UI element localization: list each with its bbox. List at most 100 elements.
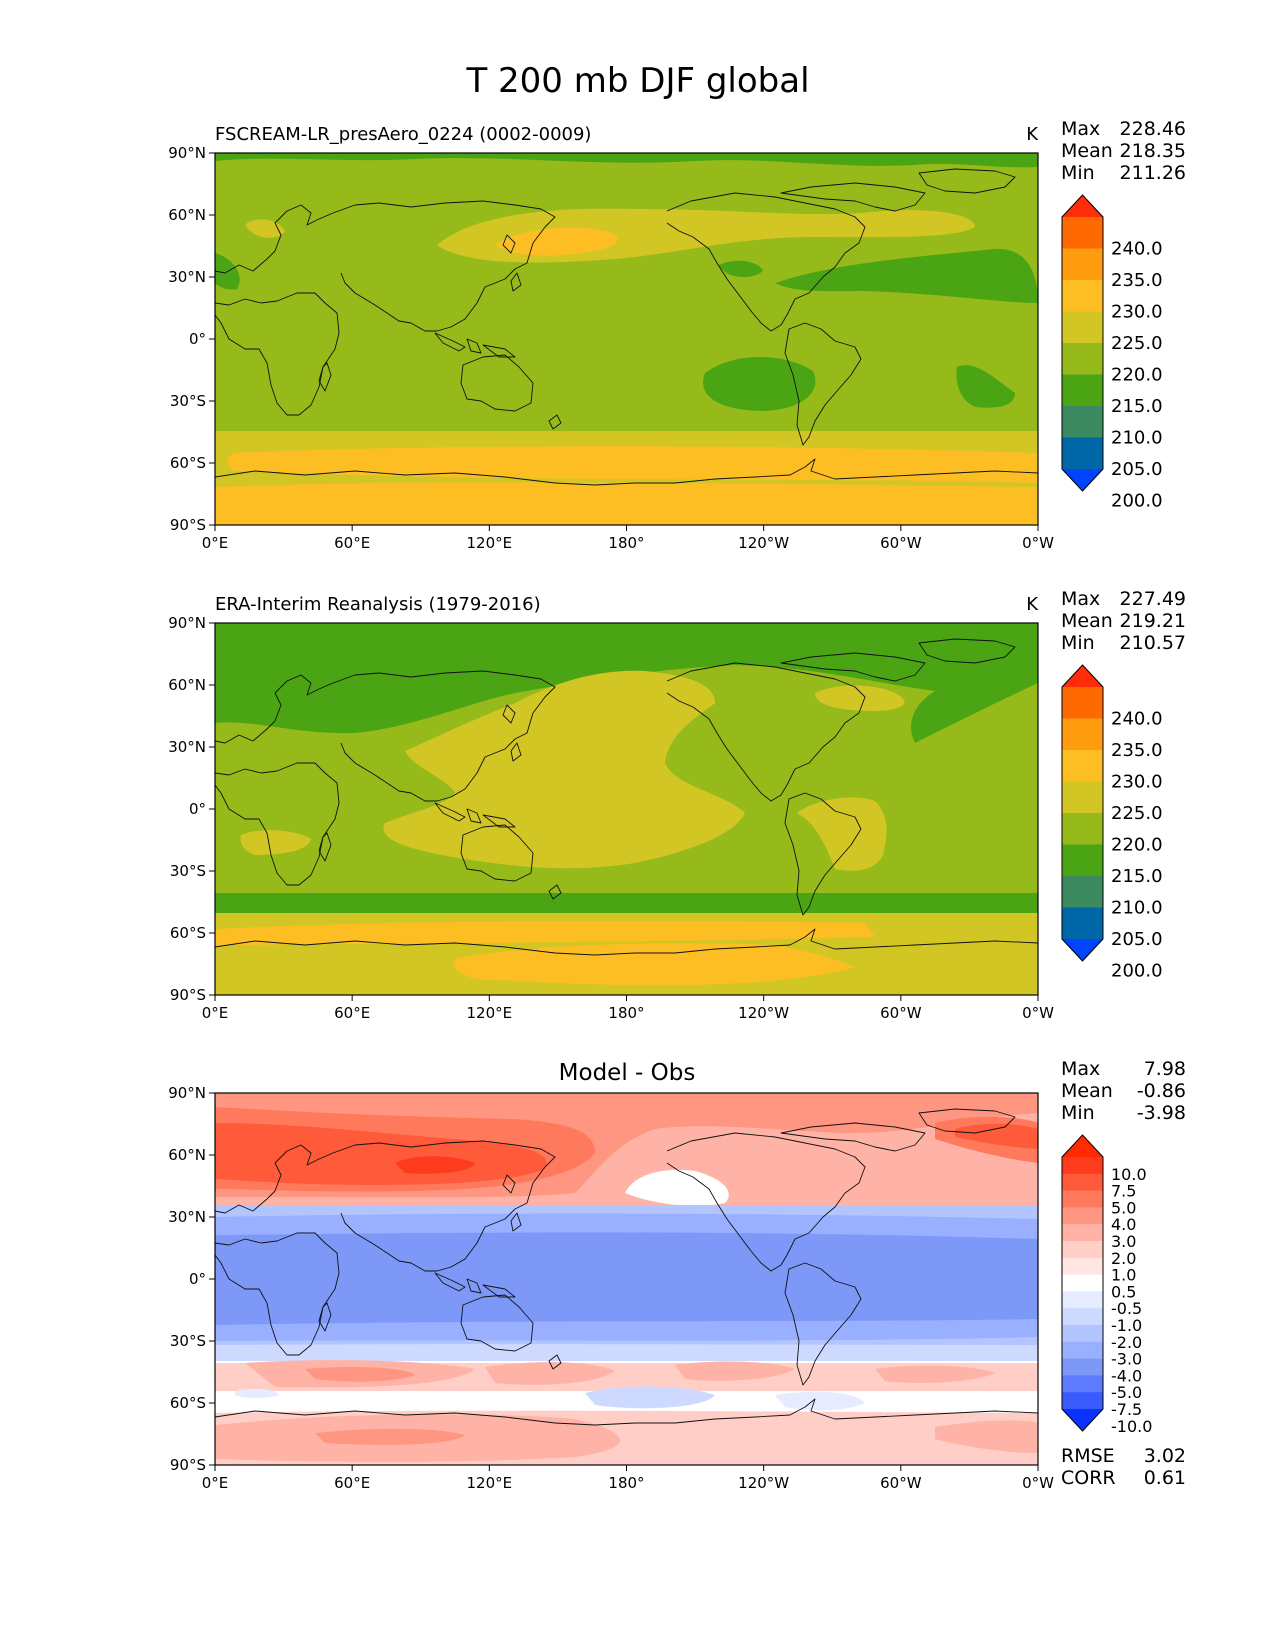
ref-band-220-sa bbox=[797, 797, 887, 871]
colorbar-segment bbox=[1062, 1274, 1103, 1292]
diff-tropics-core bbox=[215, 1232, 1038, 1325]
difference-footer: RMSE 3.02 CORR 0.61 bbox=[1061, 1445, 1186, 1489]
colorbar-label: 210.0 bbox=[1111, 898, 1163, 919]
lat-tick-label: 30°S bbox=[170, 862, 206, 880]
lat-tick-label: 30°N bbox=[168, 738, 206, 756]
lon-tick-label: 60°E bbox=[334, 1004, 370, 1022]
lat-tick-label: 90°N bbox=[168, 144, 206, 162]
test-stats: Max 228.46 Mean 218.35 Min 211.26 bbox=[1061, 118, 1186, 184]
colorbar-extend-max bbox=[1062, 665, 1103, 687]
test-green-arctic bbox=[215, 153, 1038, 168]
test-green-na bbox=[775, 248, 1038, 303]
colorbar-outline bbox=[1061, 194, 1104, 492]
rmse-label: RMSE bbox=[1061, 1445, 1115, 1467]
colorbar-segment bbox=[1062, 1241, 1103, 1259]
colorbar-segment bbox=[1062, 311, 1103, 344]
colorbar-segment bbox=[1062, 1341, 1103, 1360]
colorbar-label: 1.0 bbox=[1111, 1266, 1136, 1285]
test-band-225-polar bbox=[215, 482, 1038, 525]
colorbar-label: 215.0 bbox=[1111, 396, 1163, 417]
test-green-pac-s bbox=[703, 357, 816, 411]
colorbar-label: 4.0 bbox=[1111, 1215, 1136, 1234]
ref-band-220-pacific bbox=[383, 670, 745, 869]
diff-south-warm-mid2 bbox=[485, 1362, 615, 1385]
reference-lon-ticks: 0°E 60°E 120°E 180° 120°W 60°W 0°W bbox=[202, 995, 1054, 1022]
lon-tick-label: 0°W bbox=[1022, 1474, 1054, 1492]
colorbar-segment bbox=[1062, 1325, 1103, 1343]
difference-min-label: Min bbox=[1061, 1102, 1095, 1124]
colorbar-segment bbox=[1062, 1308, 1103, 1326]
diff-north-max bbox=[395, 1156, 475, 1174]
colorbar-label: 240.0 bbox=[1111, 239, 1163, 260]
reference-mean-label: Mean bbox=[1061, 610, 1113, 632]
colorbar-segment bbox=[1062, 718, 1103, 751]
diff-south-warm-4 bbox=[875, 1365, 995, 1383]
colorbar-label: 240.0 bbox=[1111, 709, 1163, 730]
lon-tick-label: 0°E bbox=[202, 1474, 229, 1492]
colorbar-segment bbox=[1062, 1207, 1103, 1225]
test-max-value: 228.46 bbox=[1120, 118, 1186, 140]
colorbar-label: 0.5 bbox=[1111, 1282, 1136, 1301]
ref-green-north bbox=[215, 623, 1038, 743]
colorbar-segment bbox=[1062, 1375, 1103, 1393]
ref-band-220-na bbox=[815, 685, 905, 711]
difference-lon-ticks: 0°E 60°E 120°E 180° 120°W 60°W 0°W bbox=[202, 1465, 1054, 1492]
difference-max-value: 7.98 bbox=[1144, 1058, 1186, 1080]
diff-polar-core bbox=[315, 1428, 465, 1445]
colorbar-segment bbox=[1062, 1157, 1103, 1175]
colorbar-label: -3.0 bbox=[1111, 1350, 1142, 1369]
colorbar-segment bbox=[1062, 1257, 1103, 1276]
colorbar-label: -10.0 bbox=[1111, 1417, 1152, 1436]
reference-min-value: 210.57 bbox=[1120, 632, 1186, 654]
lon-tick-label: 180° bbox=[608, 534, 644, 552]
colorbar-segment bbox=[1062, 876, 1103, 908]
colorbar-segment bbox=[1062, 750, 1103, 782]
diff-south-warm-core bbox=[305, 1367, 415, 1382]
colorbar-label: 205.0 bbox=[1111, 459, 1163, 480]
colorbar-label: 205.0 bbox=[1111, 929, 1163, 950]
lon-tick-label: 60°E bbox=[334, 1474, 370, 1492]
lat-tick-label: 30°S bbox=[170, 392, 206, 410]
lat-tick-label: 60°N bbox=[168, 676, 206, 694]
colorbar-segment bbox=[1062, 406, 1103, 438]
lat-tick-label: 90°S bbox=[170, 1456, 206, 1474]
colorbar-label: 200.0 bbox=[1111, 491, 1163, 512]
colorbar-label: 235.0 bbox=[1111, 740, 1163, 761]
lat-tick-label: 90°S bbox=[170, 516, 206, 534]
colorbar-label: -2.0 bbox=[1111, 1333, 1142, 1352]
reference-min-label: Min bbox=[1061, 632, 1095, 654]
colorbar-label: 230.0 bbox=[1111, 772, 1163, 793]
colorbar-label: 220.0 bbox=[1111, 835, 1163, 856]
colorbar-label: 225.0 bbox=[1111, 803, 1163, 824]
lon-tick-label: 180° bbox=[608, 1004, 644, 1022]
diff-south-cool-2 bbox=[775, 1391, 865, 1411]
reference-stats: Max 227.49 Mean 219.21 Min 210.57 bbox=[1061, 588, 1186, 654]
diff-white-pacific bbox=[625, 1169, 729, 1206]
diff-na-core bbox=[955, 1123, 1038, 1149]
rmse-value: 3.02 bbox=[1144, 1445, 1186, 1467]
reference-units: K bbox=[1026, 594, 1039, 615]
test-band-225-north bbox=[495, 227, 618, 256]
colorbar-label: 225.0 bbox=[1111, 333, 1163, 354]
test-mean-label: Mean bbox=[1061, 140, 1113, 162]
difference-lat-ticks: 90°N 60°N 30°N 0° 30°S 60°S 90°S bbox=[168, 1084, 215, 1474]
lon-tick-label: 0°E bbox=[202, 534, 229, 552]
test-lat-ticks: 90°N 60°N 30°N 0° 30°S 60°S 90°S bbox=[168, 144, 215, 534]
colorbar-segment bbox=[1062, 1392, 1103, 1410]
colorbar-label: -7.5 bbox=[1111, 1400, 1142, 1419]
diff-southern-light bbox=[215, 1344, 1038, 1361]
lon-tick-label: 60°W bbox=[880, 1004, 922, 1022]
test-max-label: Max bbox=[1061, 118, 1100, 140]
test-lon-ticks: 0°E 60°E 120°E 180° 120°W 60°W 0°W bbox=[202, 525, 1054, 552]
diff-south-warm-3 bbox=[675, 1361, 795, 1381]
colorbar-label: 220.0 bbox=[1111, 365, 1163, 386]
colorbar-segment bbox=[1062, 437, 1103, 470]
lat-tick-label: 60°S bbox=[170, 924, 206, 942]
colorbar-label: 2.0 bbox=[1111, 1249, 1136, 1268]
difference-map bbox=[215, 1093, 1038, 1465]
reference-max-label: Max bbox=[1061, 588, 1100, 610]
lat-tick-label: 0° bbox=[189, 800, 206, 818]
colorbar-segment bbox=[1062, 1291, 1103, 1309]
diff-south-cool-3 bbox=[235, 1388, 279, 1398]
test-min-label: Min bbox=[1061, 162, 1095, 184]
